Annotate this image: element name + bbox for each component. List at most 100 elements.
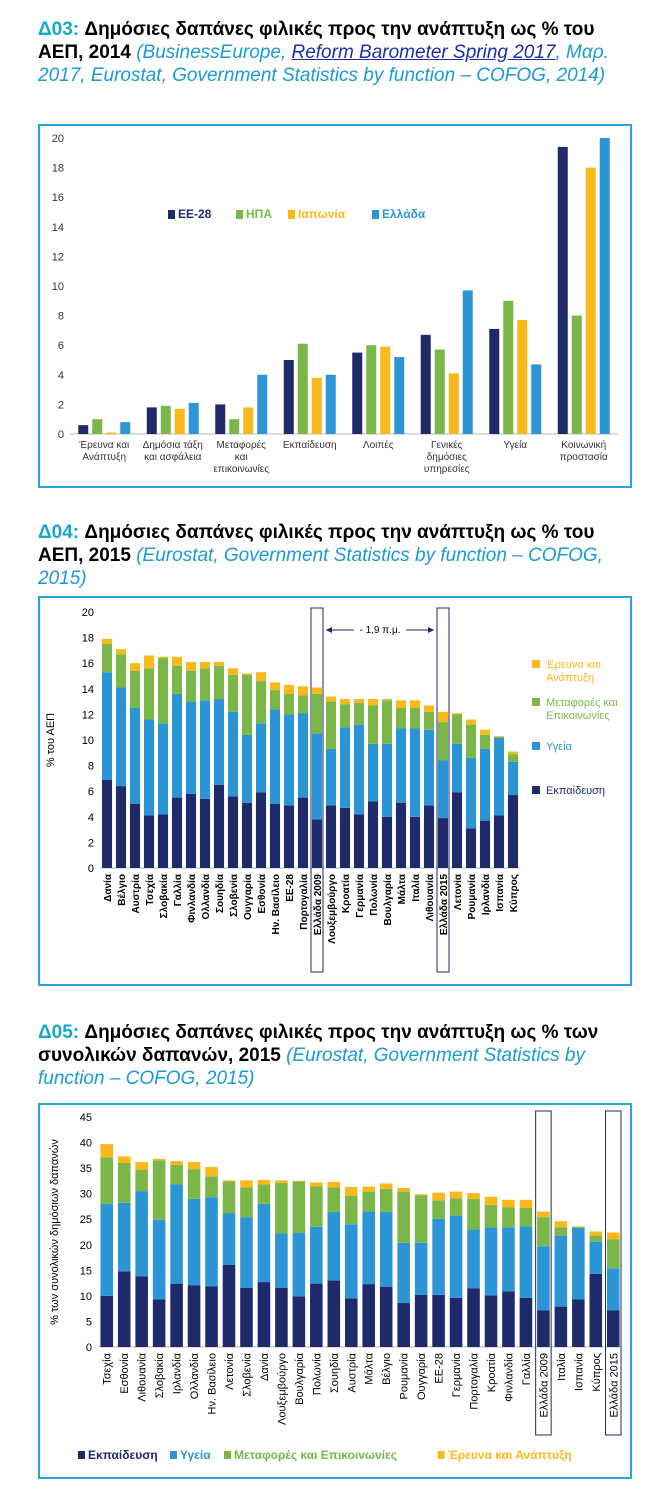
- bar: [92, 419, 103, 434]
- x-tick-label: ΕΕ-28: [285, 874, 296, 902]
- y-tick-label: 4: [88, 812, 94, 824]
- bar-segment: [297, 686, 309, 696]
- legend-label: Εκπαίδευση: [88, 1448, 158, 1462]
- x-tick-label: Σλοβενία: [241, 1352, 253, 1396]
- bar-segment: [437, 711, 449, 723]
- bar-segment: [572, 1226, 585, 1228]
- bar-segment: [519, 1297, 533, 1347]
- y-tick-label: 30: [80, 1189, 92, 1201]
- bar-segment: [606, 1268, 620, 1311]
- bar-segment: [152, 1158, 166, 1161]
- x-tick-label: Λουξεμβούργο: [276, 1353, 288, 1425]
- bar-segment: [292, 1233, 306, 1297]
- bar-segment: [537, 1310, 550, 1347]
- bar-segment: [397, 1188, 410, 1192]
- bar-segment: [467, 1229, 480, 1289]
- bar-segment: [423, 805, 435, 868]
- x-tick-label: Ολλανδία: [201, 873, 212, 919]
- bar-segment: [129, 670, 141, 708]
- bar-segment: [423, 705, 435, 712]
- x-tick-label: Ιταλία: [556, 1352, 568, 1381]
- bar-segment: [152, 1299, 166, 1347]
- bar-segment: [283, 684, 295, 694]
- bar-segment: [479, 729, 491, 735]
- bar-segment: [409, 700, 421, 708]
- bar-segment: [213, 661, 225, 666]
- x-tick-label: Φινλανδία: [187, 873, 198, 923]
- legend-label: Ανάπτυξη: [546, 672, 594, 684]
- x-tick-label: Γαλλία: [173, 873, 184, 906]
- x-tick-label: Εκπαίδευση: [283, 439, 337, 451]
- bar-segment: [344, 1195, 358, 1225]
- x-tick-label: Μεταφορές: [217, 439, 267, 451]
- bar-segment: [395, 700, 407, 708]
- highlight-box: [436, 607, 450, 973]
- bar-segment: [432, 1218, 445, 1295]
- bar-segment: [379, 1286, 393, 1347]
- bar-segment: [423, 729, 435, 806]
- bar-segment: [327, 1212, 341, 1281]
- bar-segment: [292, 1180, 306, 1182]
- bar-segment: [255, 792, 267, 868]
- x-tick-label: Πορτογαλία: [469, 1352, 481, 1409]
- bar-segment: [437, 818, 449, 868]
- x-tick-label: Εσθονία: [257, 873, 268, 913]
- bar-segment: [199, 668, 211, 701]
- legend-label: Έρευνα και Ανάπτυξη: [448, 1448, 572, 1462]
- chart2-header: Δ04: Δημόσιες δαπάνες φιλικές προς την α…: [38, 521, 638, 590]
- y-tick-label: 2: [88, 837, 94, 849]
- bar-segment: [283, 805, 295, 868]
- x-tick-label: Σλοβενία: [229, 873, 240, 917]
- bar-segment: [507, 754, 519, 762]
- bar-segment: [379, 1189, 393, 1213]
- bar-segment: [101, 644, 113, 673]
- bar-segment: [171, 797, 183, 868]
- chart2-svg: 0 2 4 6 8 10 12 14 16 18 20 Δανία Βέλγιο Αυστρία Τσεχί…: [45, 607, 618, 973]
- bar-segment: [199, 661, 211, 669]
- chart1-code: Δ03:: [38, 19, 80, 40]
- x-tick-label: Κροατία: [486, 1352, 498, 1392]
- bar-segment: [171, 656, 183, 666]
- bar-segment: [257, 1184, 271, 1204]
- bar-segment: [379, 1212, 393, 1287]
- annotation-bg: [354, 622, 406, 636]
- y-tick-label: 10: [82, 735, 94, 747]
- bar-segment: [311, 733, 323, 820]
- bar-segment: [241, 673, 253, 675]
- bar-segment: [339, 699, 351, 705]
- x-tick-label: Σλοβακία: [159, 873, 170, 918]
- bar-segment: [537, 1211, 550, 1218]
- legend-swatch: [532, 660, 540, 668]
- x-tick-label: Δανία: [259, 1352, 271, 1381]
- chart1-source-link[interactable]: Reform Barometer Spring 2017: [291, 42, 556, 63]
- bar-segment: [310, 1283, 323, 1347]
- bar-segment: [135, 1191, 148, 1277]
- bar-segment: [115, 786, 127, 868]
- chart1-title: Δημόσιες δαπάνες φιλικές προς την ανάπτυ…: [38, 19, 595, 63]
- y-tick-label: 12: [82, 709, 94, 721]
- legend-label: Επικοινωνίες: [546, 710, 610, 722]
- bar-segment: [502, 1227, 515, 1292]
- bar-segment: [479, 734, 491, 749]
- bar-segment: [344, 1298, 358, 1347]
- bar-segment: [362, 1211, 376, 1285]
- bar-segment: [381, 699, 393, 701]
- bar: [462, 290, 473, 434]
- bar: [531, 364, 542, 434]
- x-tick-label: Βέλγιο: [117, 874, 128, 906]
- bar: [229, 419, 240, 434]
- bar-segment: [353, 814, 365, 868]
- bar-segment: [157, 723, 169, 815]
- bar: [243, 407, 254, 434]
- bar: [297, 343, 308, 434]
- bar: [366, 345, 377, 434]
- bar-segment: [397, 1242, 410, 1304]
- bar-segment: [467, 1288, 480, 1347]
- bar-segment: [269, 804, 281, 868]
- bar-segment: [117, 1202, 131, 1272]
- legend-label: Υγεία: [546, 741, 573, 753]
- chart3-code: Δ05:: [38, 1022, 80, 1043]
- bar-segment: [205, 1286, 218, 1347]
- x-tick-label: Ελλάδα 2009: [313, 874, 324, 935]
- bar-segment: [554, 1227, 568, 1236]
